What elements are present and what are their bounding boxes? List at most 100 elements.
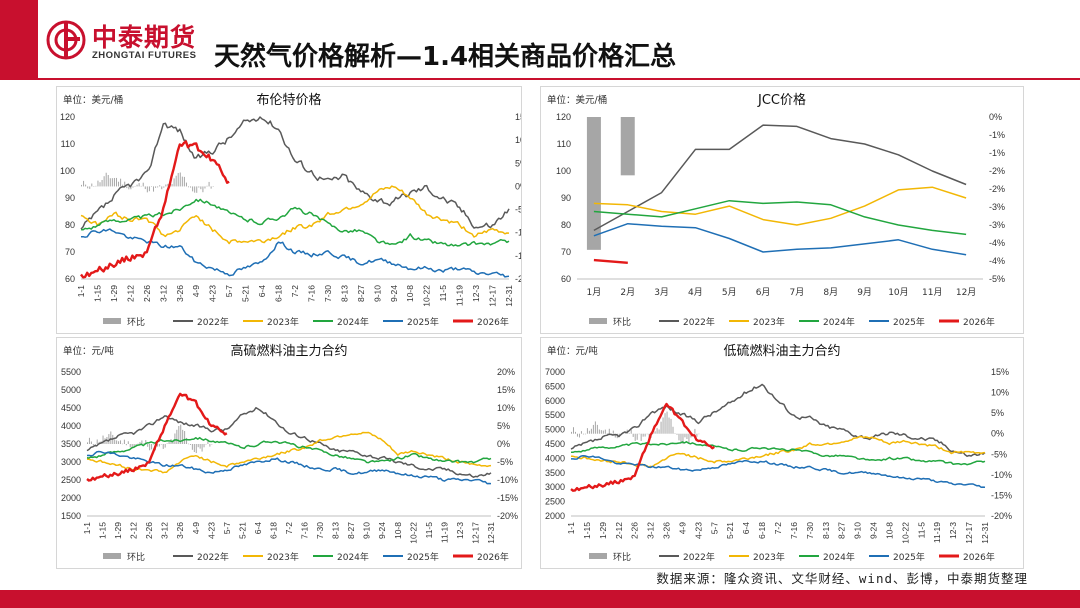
y-tick-label: 2000	[545, 511, 565, 521]
mom-bar	[200, 186, 202, 190]
x-tick-label: 4-9	[677, 522, 687, 535]
x-tick-label: 1-15	[582, 522, 592, 539]
mom-bar	[108, 434, 110, 444]
x-tick-label: 4-23	[208, 285, 218, 302]
series-line-2026年	[570, 402, 715, 492]
mom-bar	[682, 433, 684, 445]
x-tick-label: 11-19	[932, 522, 942, 543]
mom-bar	[638, 433, 640, 435]
x-tick-label: 12-3	[948, 522, 958, 539]
mom-bar	[602, 430, 604, 434]
mom-bar	[183, 176, 185, 187]
mom-bar	[99, 182, 101, 187]
mom-bar	[153, 444, 155, 445]
x-tick-label: 10-8	[405, 285, 415, 302]
y-tick-label: 110	[557, 139, 571, 149]
y2-tick-label: 20%	[497, 367, 515, 377]
y-tick-label: 120	[60, 112, 75, 122]
y-tick-label: 90	[65, 193, 75, 203]
mom-bar	[584, 433, 586, 435]
x-tick-label: 5月	[722, 287, 737, 298]
mom-bar	[145, 440, 147, 444]
mom-bar	[642, 433, 644, 437]
y2-tick-label: 5%	[497, 421, 510, 431]
mom-bar	[127, 441, 129, 444]
mom-bar	[656, 428, 658, 434]
mom-bar	[205, 444, 207, 445]
y-tick-label: 3000	[545, 482, 565, 492]
y-tick-label: 80	[65, 220, 75, 230]
x-tick-label: 12-17	[470, 522, 480, 544]
mom-bar	[92, 444, 94, 446]
x-tick-label: 12-17	[488, 285, 498, 307]
legend-label: 环比	[613, 316, 631, 328]
series-line-2023年	[80, 185, 510, 245]
brent-chart-svg: 单位：美元/桶 布伦特价格 60 70 80 90 100 110 120 -20% -15% -10…	[60, 92, 521, 328]
mom-bar	[195, 444, 197, 454]
series-line-2025年	[593, 222, 967, 256]
mom-bar	[111, 178, 113, 187]
x-tick-label: 8-27	[356, 285, 366, 302]
x-tick-label: 9-10	[362, 522, 372, 539]
y-tick-label: 2500	[545, 497, 565, 507]
x-tick-label: 11-5	[438, 285, 448, 302]
x-tick-label: 6-18	[274, 285, 284, 302]
x-tick-label: 12-31	[980, 522, 990, 544]
y-tick-label: 6500	[545, 381, 565, 391]
mom-bar	[193, 444, 195, 453]
x-tick-label: 12-31	[504, 285, 514, 307]
y2-tick-label: -10%	[991, 470, 1012, 480]
mom-bar	[612, 430, 614, 434]
legend-label: 2026年	[963, 551, 995, 563]
x-tick-label: 9-10	[853, 522, 863, 539]
y2-tick-label: -3%	[989, 220, 1005, 230]
mom-bar	[115, 177, 117, 187]
y2-tick-label: -5%	[497, 457, 513, 467]
y-tick-label: 5000	[61, 385, 81, 395]
mom-bar	[123, 439, 125, 444]
x-tick-label: 7-16	[306, 285, 316, 302]
mom-bar	[162, 444, 164, 449]
y2-tick-label: -20%	[497, 511, 518, 521]
x-tick-label: 4-9	[191, 522, 201, 535]
mom-bar	[137, 443, 139, 445]
mom-bar	[176, 429, 178, 444]
mom-bar	[588, 430, 590, 434]
mom-bar	[592, 424, 594, 434]
mom-bar	[158, 444, 160, 447]
brent-chart-panel: 单位：美元/桶 布伦特价格 60 70 80 90 100 110 120 -20% -15% -10…	[56, 86, 522, 334]
page-title: 天然气价格解析—1.4相关商品价格汇总	[214, 42, 677, 72]
y2-tick-label: 10%	[991, 388, 1009, 398]
series-line-2024年	[593, 199, 967, 236]
mom-bar	[134, 186, 136, 187]
x-tick-label: 7-2	[773, 522, 783, 535]
x-tick-label: 2-12	[614, 522, 624, 539]
y-tick-label: 90	[561, 193, 571, 203]
x-tick-label: 4月	[688, 287, 703, 298]
mom-bar	[165, 184, 167, 187]
y2-tick-label: -10%	[497, 475, 518, 485]
y2-tick-label: -1%	[989, 130, 1005, 140]
mom-bar	[668, 417, 670, 434]
y-tick-label: 4000	[545, 453, 565, 463]
x-tick-label: 11月	[922, 287, 942, 298]
x-tick-label: 10-22	[422, 285, 432, 307]
mom-bar	[179, 172, 181, 187]
y2-tick-label: 5%	[515, 158, 521, 168]
mom-bar	[136, 184, 138, 187]
mom-bar	[204, 186, 206, 189]
y2-tick-label: -15%	[991, 490, 1012, 500]
mom-bar	[122, 184, 124, 187]
x-tick-label: 5-21	[725, 522, 735, 539]
x-tick-label: 10-22	[408, 522, 418, 544]
x-tick-label: 6-4	[253, 522, 263, 535]
mom-bar	[118, 181, 120, 187]
mom-bar	[146, 186, 148, 193]
mom-bar	[184, 431, 186, 444]
x-tick-label: 9-10	[372, 285, 382, 302]
mom-bar	[120, 178, 122, 187]
mom-bar	[202, 186, 204, 193]
mom-bar	[646, 433, 648, 435]
mom-bar	[121, 443, 123, 445]
x-tick-label: 5-21	[237, 522, 247, 539]
